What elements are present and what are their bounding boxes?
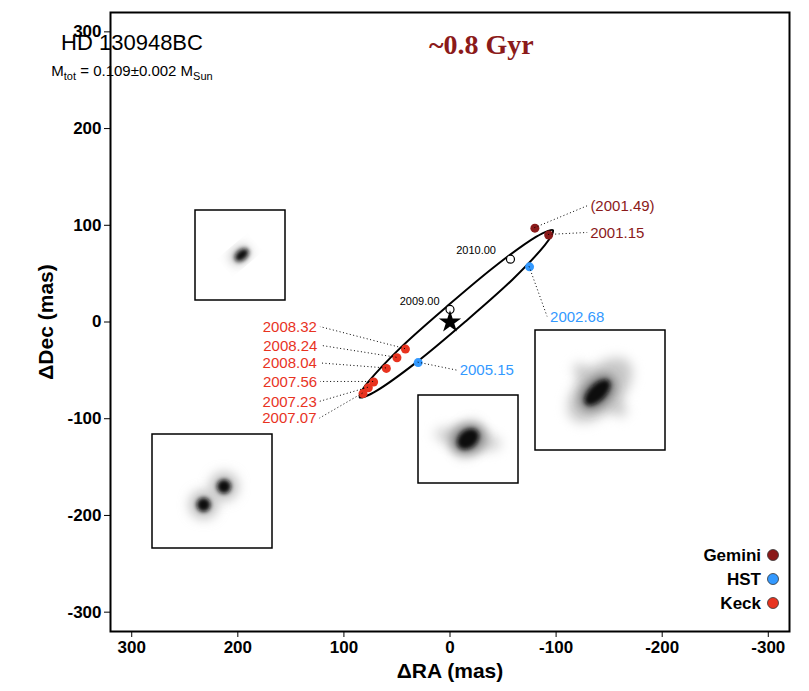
svg-text:HD 130948BC: HD 130948BC xyxy=(61,30,203,55)
svg-text:ΔDec (mas): ΔDec (mas) xyxy=(34,264,57,379)
svg-text:-200: -200 xyxy=(67,506,101,525)
svg-text:-100: -100 xyxy=(67,409,101,428)
svg-text:2008.32: 2008.32 xyxy=(263,318,317,335)
svg-text:0: 0 xyxy=(445,638,454,657)
svg-text:~0.8 Gyr: ~0.8 Gyr xyxy=(429,29,534,60)
svg-text:Keck: Keck xyxy=(720,594,761,613)
svg-text:2009.00: 2009.00 xyxy=(400,295,440,307)
svg-text:2007.56: 2007.56 xyxy=(263,373,317,390)
svg-text:200: 200 xyxy=(73,119,101,138)
svg-text:Mtot = 0.109±0.002 MSun: Mtot = 0.109±0.002 MSun xyxy=(51,62,212,82)
svg-text:2005.15: 2005.15 xyxy=(460,361,514,378)
svg-text:2007.23: 2007.23 xyxy=(263,393,317,410)
svg-text:0: 0 xyxy=(92,312,101,331)
svg-text:-300: -300 xyxy=(751,638,785,657)
svg-text:-200: -200 xyxy=(645,638,679,657)
svg-text:ΔRA (mas): ΔRA (mas) xyxy=(397,659,504,682)
svg-text:-100: -100 xyxy=(539,638,573,657)
svg-text:2008.24: 2008.24 xyxy=(263,337,317,354)
svg-text:2010.00: 2010.00 xyxy=(456,244,496,256)
svg-text:HST: HST xyxy=(727,570,762,589)
svg-text:2002.68: 2002.68 xyxy=(550,308,604,325)
svg-text:2008.04: 2008.04 xyxy=(263,354,317,371)
svg-text:Gemini: Gemini xyxy=(703,546,761,565)
svg-text:-300: -300 xyxy=(67,603,101,622)
svg-text:100: 100 xyxy=(73,216,101,235)
svg-text:(2001.49): (2001.49) xyxy=(590,197,654,214)
svg-text:300: 300 xyxy=(118,638,146,657)
svg-text:200: 200 xyxy=(224,638,252,657)
svg-text:2007.07: 2007.07 xyxy=(262,409,316,426)
svg-text:100: 100 xyxy=(330,638,358,657)
svg-text:2001.15: 2001.15 xyxy=(590,224,644,241)
